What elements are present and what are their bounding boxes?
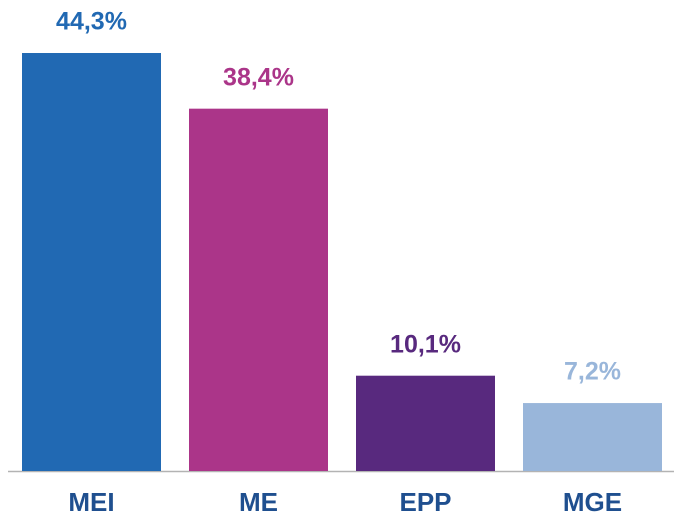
x-tick-label: ME [239,487,278,517]
value-label: 38,4% [223,63,294,91]
value-label: 7,2% [564,358,621,386]
x-tick-label: MEI [68,487,114,517]
value-label: 44,3% [56,8,127,36]
bar [189,108,328,471]
bar [356,375,495,471]
x-tick-label: MGE [563,487,622,517]
bar [523,403,662,471]
value-label: 10,1% [390,330,461,358]
bar [22,53,161,472]
x-tick-label: EPP [399,487,451,517]
